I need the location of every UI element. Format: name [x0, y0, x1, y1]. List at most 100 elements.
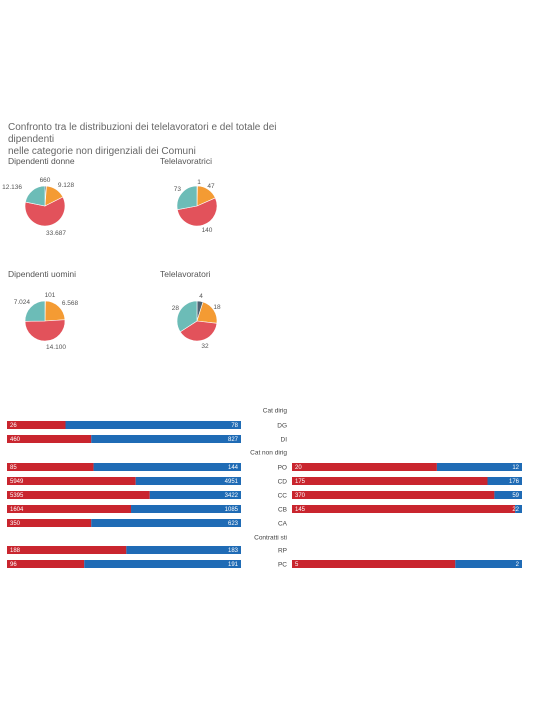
category-label: RP — [278, 548, 287, 555]
bar-value-blue: 22 — [512, 507, 519, 513]
bar-segment-red — [7, 463, 94, 471]
pie-1: 1 47 140 73 — [174, 179, 218, 234]
bar-value-red: 175 — [295, 479, 306, 485]
pie-slice-label: 33.687 — [46, 230, 66, 237]
bar-segment-red — [7, 491, 150, 499]
bar-left-CB: 1604 1085 — [7, 505, 241, 513]
bar-right-PO: 20 12 — [292, 463, 522, 471]
bar-segment-red — [292, 505, 516, 513]
pie-slice — [25, 185, 46, 207]
bar-value-red: 5395 — [10, 493, 24, 499]
category-label: CC — [278, 493, 288, 500]
bar-segment-blue — [494, 491, 522, 499]
bar-value-red: 5949 — [10, 479, 24, 485]
bar-segment-red — [7, 560, 85, 568]
bar-left-CC: 5395 3422 — [7, 491, 241, 499]
pie-slice-label: 101 — [45, 292, 56, 299]
bar-segment-blue — [93, 463, 241, 471]
bar-value-red: 85 — [10, 465, 17, 471]
bar-segment-red — [7, 546, 127, 554]
category-label: DI — [281, 437, 288, 444]
bar-value-red: 370 — [295, 493, 306, 499]
bar-segment-blue — [91, 435, 242, 443]
bar-value-red: 5 — [295, 562, 299, 568]
pie-slice-label: 9.128 — [58, 182, 75, 189]
pie-slice-label: 28 — [172, 305, 180, 312]
bar-value-blue: 3422 — [225, 493, 239, 499]
bar-segment-blue — [135, 477, 241, 485]
category-label: DG — [277, 423, 287, 430]
bar-segment-blue — [515, 505, 522, 513]
bar-value-red: 145 — [295, 507, 306, 513]
category-label: Cat dirig — [263, 408, 288, 415]
bar-value-red: 26 — [10, 423, 17, 429]
bar-segment-blue — [91, 519, 242, 527]
category-label: Cat non dirig — [250, 450, 287, 457]
bar-right-CC: 370 59 — [292, 491, 522, 499]
pie-slice-label: 47 — [207, 183, 215, 190]
pie-slice — [176, 197, 218, 227]
pie-title-telelavoratrici: Telelavoratrici — [160, 156, 212, 166]
bar-segment-red — [7, 519, 92, 527]
pie-slice-label: 18 — [213, 304, 221, 311]
title-line-1: Confronto tra le distribuzioni dei telel… — [8, 122, 277, 145]
bar-value-blue: 827 — [228, 437, 239, 443]
bar-segment-red — [292, 560, 456, 568]
bar-left-PO: 85 144 — [7, 463, 241, 471]
category-label: CD — [278, 479, 288, 486]
bar-segment-red — [7, 421, 66, 429]
chart-title: Confronto tra le distribuzioni dei telel… — [8, 122, 308, 158]
bar-left-CD: 5949 4951 — [7, 477, 241, 485]
pie-slice-label: 140 — [202, 227, 213, 234]
bar-left-RP: 188 183 — [7, 546, 241, 554]
pie-2: 101 6.568 14.100 7.024 — [14, 292, 79, 351]
bar-segment-blue — [149, 491, 241, 499]
bar-left-DG: 26 78 — [7, 421, 241, 429]
bar-value-red: 188 — [10, 548, 21, 554]
bar-right-CB: 145 22 — [292, 505, 522, 513]
bar-segment-red — [7, 477, 136, 485]
bar-value-blue: 12 — [512, 465, 519, 471]
pie-title-dipendenti-donne: Dipendenti donne — [8, 156, 75, 166]
pie-slice-label: 14.100 — [46, 344, 66, 351]
bar-left-DI: 460 827 — [7, 435, 242, 443]
bar-value-red: 20 — [295, 465, 302, 471]
bar-value-blue: 4951 — [225, 479, 239, 485]
bar-value-blue: 183 — [228, 548, 239, 554]
bar-left-CA: 350 623 — [7, 519, 242, 527]
title-line-2: nelle categorie non dirigenziali dei Com… — [8, 146, 196, 157]
pie-title-telelavoratori: Telelavoratori — [160, 269, 211, 279]
category-label: CB — [278, 507, 287, 514]
bar-value-blue: 1085 — [225, 507, 239, 513]
pie-slice-label: 32 — [201, 343, 209, 350]
bar-segment-blue — [487, 477, 522, 485]
bar-value-red: 460 — [10, 437, 21, 443]
category-label: Contratti sti — [254, 535, 287, 542]
bar-segment-blue — [84, 560, 241, 568]
bar-value-blue: 144 — [228, 465, 239, 471]
bar-segment-blue — [436, 463, 522, 471]
bar-segment-blue — [131, 505, 241, 513]
bar-right-CD: 175 176 — [292, 477, 522, 485]
pie-0: 660 9.128 33.687 12.136 — [2, 177, 74, 237]
bar-value-blue: 59 — [512, 493, 519, 499]
bar-value-red: 350 — [10, 521, 21, 527]
pie-slice-label: 12.136 — [2, 184, 22, 191]
bar-segment-red — [7, 505, 132, 513]
pie-slice — [176, 300, 198, 333]
pie-slice-label: 1 — [197, 179, 201, 186]
pie-slice-label: 6.568 — [62, 300, 79, 307]
bar-value-red: 96 — [10, 562, 17, 568]
bar-value-blue: 623 — [228, 521, 239, 527]
bar-segment-blue — [65, 421, 241, 429]
bar-segment-blue — [126, 546, 241, 554]
bar-segment-red — [7, 435, 92, 443]
bar-value-blue: 78 — [231, 423, 238, 429]
bar-segment-blue — [455, 560, 522, 568]
pie-3: 4 18 32 28 — [172, 293, 221, 350]
category-label: PO — [278, 465, 287, 472]
bar-value-blue: 176 — [509, 479, 520, 485]
pie-slice-label: 660 — [40, 177, 51, 184]
